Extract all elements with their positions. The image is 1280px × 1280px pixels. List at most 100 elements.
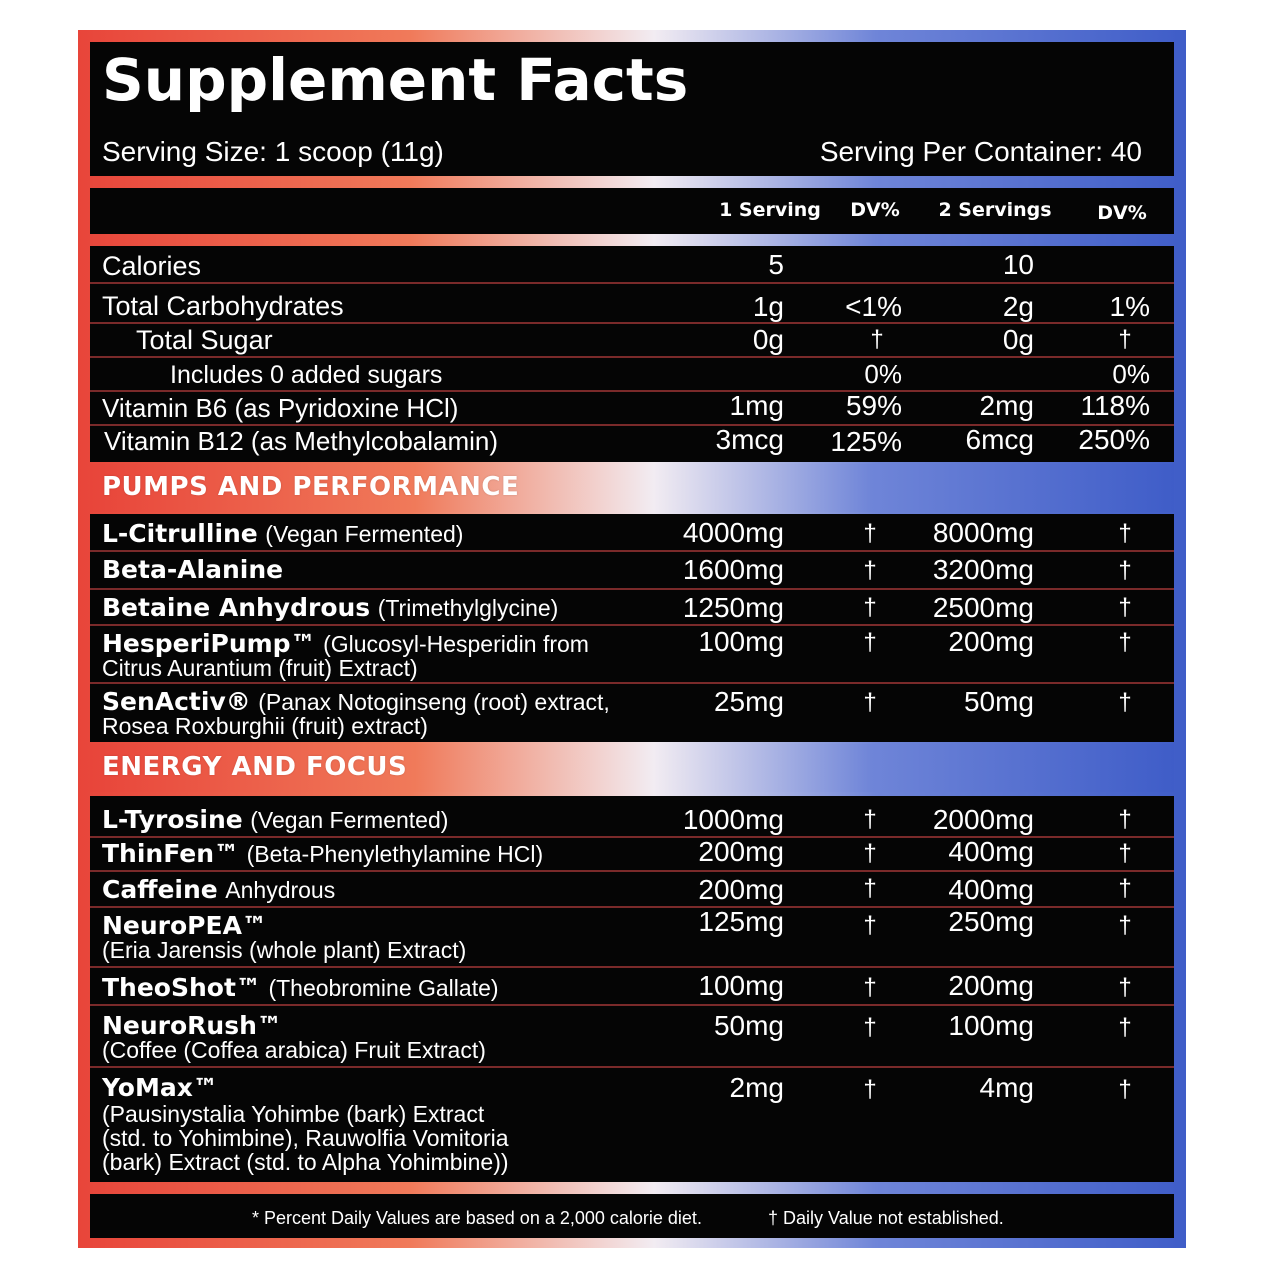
ingredient-serving1: 100mg [698, 970, 784, 1001]
ingredient-dv1: † [863, 912, 877, 939]
column-header: 1 Serving DV% 2 Servings DV% [90, 188, 1174, 234]
nutrient-row-b6: Vitamin B6 (as Pyridoxine HCl) 1mg 59% 2… [90, 390, 1174, 426]
ingredient-serving1: 25mg [713, 686, 784, 717]
ingredient-name: SenActiv® [102, 687, 251, 716]
ingredient-dv1: † [863, 557, 877, 584]
nutrient-dv1: 59% [845, 390, 902, 421]
ingredient-serving2: 3200mg [932, 554, 1034, 585]
ingredient-row: Beta-Alanine 1600mg † 3200mg † [90, 552, 1174, 590]
ingredient-row: L-Tyrosine (Vegan Fermented) 1000mg † 20… [90, 796, 1174, 838]
ingredient-serving2: 2500mg [932, 592, 1034, 623]
ingredient-dv2: † [1118, 1014, 1132, 1041]
nutrient-dv2: 0% [1112, 359, 1150, 389]
ingredient-name: Betaine Anhydrous [102, 593, 371, 622]
nutrient-dv1: 125% [830, 426, 902, 457]
nutrient-name: Vitamin B12 (as Methylcobalamin) [104, 426, 499, 456]
ingredient-serving1: 200mg [698, 874, 784, 905]
ingredient-row: TheoShot™ (Theobromine Gallate) 100mg † … [90, 968, 1174, 1006]
ingredient-desc: Citrus Aurantium (fruit) Extract) [102, 655, 418, 681]
ingredient-dv2: † [1118, 806, 1132, 833]
ingredient-serving2: 100mg [948, 1010, 1034, 1041]
ingredient-row: Betaine Anhydrous (Trimethylglycine) 125… [90, 590, 1174, 626]
ingredient-serving1: 200mg [698, 836, 784, 867]
ingredient-desc-line2: (std. to Yohimbine), Rauwolfia Vomitoria [102, 1125, 509, 1151]
ingredient-row: NeuroPEA™ (Eria Jarensis (whole plant) E… [90, 906, 1174, 968]
nutrient-row-added-sugars: Includes 0 added sugars 0% 0% [90, 358, 1174, 392]
ingredient-row: HesperiPump™ (Glucosyl-Hesperidin from C… [90, 626, 1174, 684]
nutrient-serving2: 2g [1002, 291, 1034, 322]
ingredient-serving2: 50mg [963, 686, 1034, 717]
ingredient-name-line: NeuroRush™ [102, 1010, 282, 1041]
energy-panel: L-Tyrosine (Vegan Fermented) 1000mg † 20… [90, 796, 1174, 1182]
nutrient-row-calories: Calories 5 10 [90, 246, 1174, 284]
serving-size: Serving Size: 1 scoop (11g) [102, 136, 444, 167]
ingredient-name: HesperiPump™ [102, 629, 316, 658]
ingredient-name-line: YoMax™ [102, 1072, 218, 1103]
ingredient-serving2: 4mg [979, 1072, 1034, 1103]
nutrient-name: Vitamin B6 (as Pyridoxine HCl) [102, 393, 459, 423]
nutrient-dv2: 1% [1109, 291, 1150, 322]
ingredient-serving2: 2000mg [932, 804, 1034, 835]
nutrient-dv1: 0% [864, 359, 902, 389]
ingredient-desc: Rosea Roxburghii (fruit) extract) [102, 713, 428, 739]
ingredient-sub: (Trimethylglycine) [377, 595, 559, 621]
ingredient-name-line: NeuroPEA™ [102, 910, 267, 941]
ingredient-row: SenActiv® (Panax Notoginseng (root) extr… [90, 684, 1174, 740]
nutrient-name: Includes 0 added sugars [170, 361, 443, 389]
ingredient-row: YoMax™ (Pausinystalia Yohimbe (bark) Ext… [90, 1068, 1174, 1180]
footnote-dagger: † Daily Value not established. [768, 1208, 1004, 1228]
ingredient-sub: (Vegan Fermented) [265, 521, 464, 547]
ingredient-sub: (Panax Notoginseng (root) extract, [258, 689, 610, 715]
ingredient-name: Beta-Alanine [102, 555, 284, 584]
ingredient-dv2: † [1118, 1076, 1132, 1103]
ingredient-dv1: † [863, 594, 877, 621]
ingredient-dv1: † [863, 974, 877, 1001]
nutrient-name: Calories [102, 251, 202, 281]
ingredient-serving1: 1600mg [682, 554, 784, 585]
nutrient-serving1: 5 [768, 249, 784, 280]
ingredient-desc-line1: (Pausinystalia Yohimbe (bark) Extract [102, 1101, 485, 1127]
ingredient-name-line: L-Citrulline (Vegan Fermented) [102, 518, 463, 549]
nutrients-panel: Calories 5 10 Total Carbohydrates 1g <1%… [90, 246, 1174, 462]
nutrient-row-sugar: Total Sugar 0g † 0g † [90, 324, 1174, 358]
ingredient-serving1: 2mg [729, 1072, 784, 1103]
nutrient-dv1: † [870, 326, 884, 353]
ingredient-row: ThinFen™ (Beta-Phenylethylamine HCl) 200… [90, 836, 1174, 872]
ingredient-dv2: † [1118, 912, 1132, 939]
page-title: Supplement Facts [102, 46, 689, 114]
nutrient-serving1: 3mcg [715, 424, 784, 455]
ingredient-serving1: 1000mg [682, 804, 784, 835]
ingredient-name: NeuroPEA™ [102, 911, 267, 940]
ingredient-serving2: 250mg [948, 906, 1034, 937]
ingredient-name: TheoShot™ [102, 973, 261, 1002]
ingredient-dv1: † [863, 875, 877, 902]
ingredient-dv2: † [1118, 840, 1132, 867]
ingredient-dv1: † [863, 806, 877, 833]
ingredient-dv2: † [1118, 557, 1132, 584]
pumps-panel: L-Citrulline (Vegan Fermented) 4000mg † … [90, 514, 1174, 742]
servings-per-container: Serving Per Container: 40 [819, 136, 1142, 167]
ingredient-dv2: † [1118, 875, 1132, 902]
ingredient-name-line: Beta-Alanine [102, 554, 283, 585]
ingredient-dv1: † [863, 629, 877, 656]
nutrient-dv1: <1% [845, 291, 902, 322]
nutrient-row-carbs: Total Carbohydrates 1g <1% 2g 1% [90, 284, 1174, 324]
nutrient-dv2: † [1118, 326, 1132, 353]
ingredient-name-line: Caffeine Anhydrous [102, 874, 335, 905]
section-pumps-header: PUMPS AND PERFORMANCE [90, 464, 1174, 512]
ingredient-name-line: L-Tyrosine (Vegan Fermented) [102, 804, 448, 835]
nutrient-dv2: 118% [1080, 390, 1150, 421]
ingredient-name: NeuroRush™ [102, 1011, 282, 1040]
nutrient-serving2: 0g [1002, 324, 1034, 355]
ingredient-sub: (Theobromine Gallate) [268, 975, 499, 1001]
section-label: ENERGY AND FOCUS [102, 752, 408, 782]
ingredient-dv1: † [863, 689, 877, 716]
title-panel: Supplement Facts Serving Size: 1 scoop (… [90, 42, 1174, 176]
ingredient-row: Caffeine Anhydrous 200mg † 400mg † [90, 872, 1174, 908]
ingredient-sub: (Beta-Phenylethylamine HCl) [246, 841, 544, 867]
nutrient-serving2: 6mcg [965, 424, 1034, 455]
nutrient-serving1: 1g [752, 291, 784, 322]
ingredient-sub: Anhydrous [225, 877, 336, 903]
ingredient-serving2: 400mg [948, 836, 1034, 867]
nutrient-serving1: 0g [752, 324, 784, 355]
